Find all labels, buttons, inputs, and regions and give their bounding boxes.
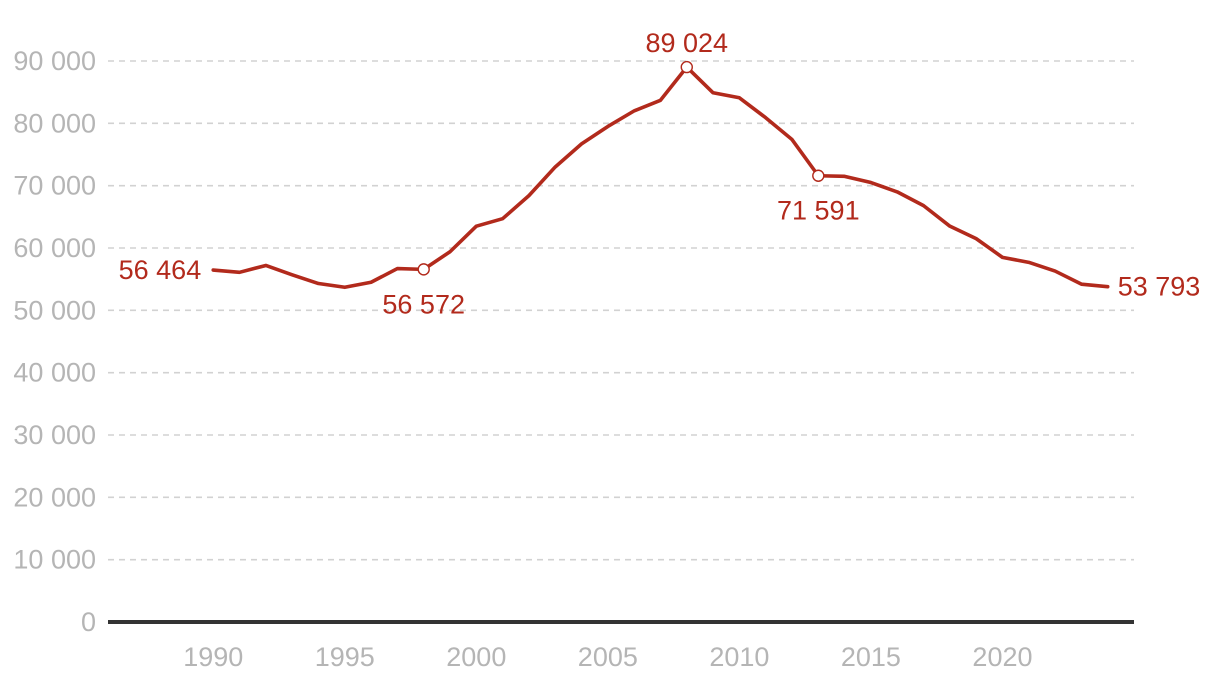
x-tick-label: 1995 [315,642,375,672]
y-tick-label: 90 000 [13,46,96,76]
y-tick-label: 60 000 [13,233,96,263]
x-tick-label: 2015 [841,642,901,672]
y-tick-label: 20 000 [13,482,96,512]
data-point-marker [812,169,825,182]
y-tick-label: 10 000 [13,545,96,575]
series-layer [211,65,1110,290]
x-tick-label: 1990 [183,642,243,672]
data-label: 56 572 [382,289,465,319]
x-tick-label: 2005 [578,642,638,672]
data-label: 71 591 [777,196,860,226]
x-tick-label: 2000 [446,642,506,672]
grid-layer [108,60,1134,561]
annotation-layer: 56 464 56 572 89 024 71 591 53 793 [119,28,1201,319]
y-tick-label: 0 [81,607,96,637]
y-tick-label: 50 000 [13,295,96,325]
data-point-marker [680,60,693,74]
x-tick-label: 2010 [709,642,769,672]
data-point-marker [417,263,430,276]
y-tick-label: 40 000 [13,358,96,388]
series-line [211,65,1110,290]
y-tick-label: 70 000 [13,171,96,201]
data-label: 56 464 [119,255,202,285]
y-tick-label: 30 000 [13,420,96,450]
y-tick-label: 80 000 [13,108,96,138]
data-label: 89 024 [645,28,728,58]
axis-layer: 0 10 000 20 000 30 000 40 000 50 000 60 000 70 … [13,46,1134,672]
x-tick-label: 2020 [972,642,1032,672]
data-label: 53 793 [1118,272,1201,302]
